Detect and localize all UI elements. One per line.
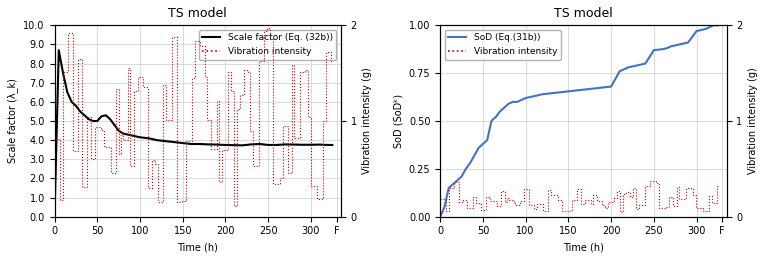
Y-axis label: Vibration intensity (g): Vibration intensity (g): [363, 68, 373, 174]
Y-axis label: Scale factor (λ_k): Scale factor (λ_k): [7, 78, 18, 163]
X-axis label: Time (h): Time (h): [563, 242, 604, 252]
Title: TS model: TS model: [554, 7, 613, 20]
Legend: SoD (Eq.(31b)), Vibration intensity: SoD (Eq.(31b)), Vibration intensity: [444, 30, 561, 60]
Y-axis label: Vibration intensity (g): Vibration intensity (g): [748, 68, 758, 174]
X-axis label: Time (h): Time (h): [177, 242, 218, 252]
Title: TS model: TS model: [168, 7, 227, 20]
Legend: Scale factor (Eq. (32b)), Vibration intensity: Scale factor (Eq. (32b)), Vibration inte…: [199, 30, 337, 60]
Y-axis label: SoD (SoDᵏ): SoD (SoDᵏ): [393, 94, 403, 148]
